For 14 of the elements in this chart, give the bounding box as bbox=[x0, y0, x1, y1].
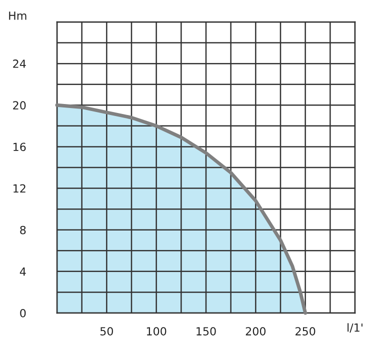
x-tick-label: 50 bbox=[100, 327, 113, 336]
y-tick-label: 0 bbox=[20, 308, 26, 318]
y-tick-label: 24 bbox=[13, 60, 26, 68]
x-tick-label: 100 bbox=[146, 327, 166, 336]
y-tick-label: 12 bbox=[14, 184, 26, 193]
x-tick-label: 250 bbox=[296, 327, 316, 336]
y-axis-title: Hm bbox=[9, 12, 26, 20]
x-tick-label: 200 bbox=[246, 327, 266, 336]
y-tick-label: 20 bbox=[13, 101, 26, 110]
y-tick-label: 4 bbox=[20, 268, 26, 276]
x-axis-title: l/1' bbox=[348, 323, 362, 333]
y-tick-label: 8 bbox=[20, 226, 26, 234]
x-tick-label: 150 bbox=[196, 327, 216, 336]
y-tick-label: 16 bbox=[14, 142, 26, 152]
